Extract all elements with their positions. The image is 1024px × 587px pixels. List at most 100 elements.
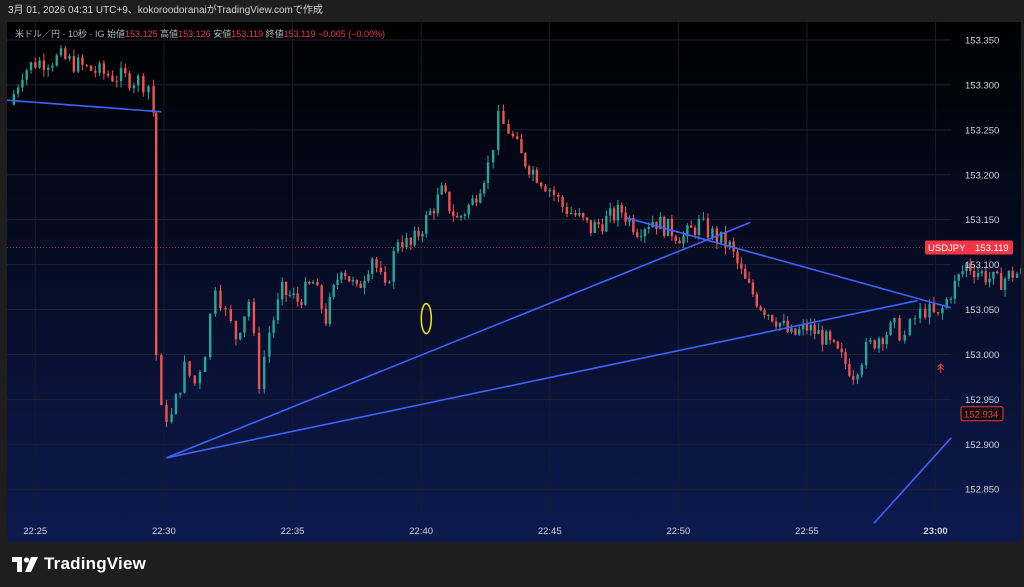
candle-body — [359, 283, 362, 289]
candle-body — [771, 314, 774, 322]
footer: TradingView — [0, 542, 1024, 587]
candle-body — [21, 79, 24, 88]
price-axis[interactable]: 153.350 153.300 153.250 153.200 153.150 153.1… — [925, 35, 1013, 496]
candle-body — [165, 405, 168, 422]
candle-body — [763, 310, 766, 315]
candle-body — [243, 316, 246, 333]
symbol-price-label: 153.119 — [975, 243, 1009, 254]
candle-body — [497, 111, 500, 150]
price-tick-label: 152.950 — [965, 395, 999, 406]
alert-arrow-icon — [937, 363, 945, 373]
candle-body — [908, 319, 912, 335]
tradingview-logo[interactable]: TradingView — [12, 554, 146, 574]
candle-body — [409, 237, 413, 245]
price-tick-label: 153.200 — [965, 170, 999, 181]
candle-body — [589, 220, 593, 233]
symbol-name-label: USDJPY — [928, 243, 966, 254]
candle-body — [467, 204, 470, 215]
candle-body — [557, 195, 560, 197]
candle-body — [601, 224, 604, 232]
candle-body — [643, 229, 647, 237]
candle-body — [98, 63, 101, 73]
candle-body — [300, 301, 303, 305]
candle-body — [527, 166, 531, 175]
candle-body — [296, 293, 299, 302]
candle-body — [953, 280, 957, 299]
chart-area[interactable]: 153.350 153.300 153.250 153.200 153.150 153.1… — [7, 22, 1021, 542]
trendlines[interactable] — [7, 99, 952, 524]
trendline — [873, 437, 952, 524]
candle-body — [491, 149, 495, 163]
time-tick-label: 22:55 — [795, 526, 819, 537]
candle-body — [569, 212, 573, 215]
candle-body — [106, 73, 110, 76]
candle-body — [840, 348, 843, 353]
candle-body — [471, 198, 474, 205]
candle-body — [924, 308, 927, 318]
price-tick-label: 153.150 — [965, 215, 999, 226]
candle-body — [203, 357, 207, 372]
candle-body — [351, 280, 355, 282]
candle-body — [612, 208, 616, 221]
candle-body — [72, 56, 76, 72]
legend-low: 153.119 — [231, 29, 264, 39]
candle-body — [996, 271, 999, 274]
candle-body — [778, 322, 782, 327]
price-tick-label: 152.850 — [965, 485, 999, 496]
candle-body — [873, 340, 876, 349]
legend-high: 153.126 — [178, 29, 211, 39]
candle-body — [747, 278, 751, 283]
candle-body — [367, 273, 370, 281]
candle-body — [371, 258, 374, 274]
candle-body — [64, 48, 67, 59]
candle-body — [877, 338, 881, 349]
candle-body — [913, 318, 917, 320]
candle-body — [459, 215, 463, 218]
trendline — [166, 299, 918, 459]
candle-body — [659, 216, 662, 230]
time-axis[interactable]: 22:25 22:30 22:35 22:40 22:45 22:50 22:55 23:00… — [23, 526, 1021, 537]
candle-body — [759, 306, 762, 311]
chart-canvas[interactable]: 153.350 153.300 153.250 153.200 153.150 153.1… — [7, 22, 1021, 542]
candle-body — [893, 318, 896, 323]
last-price-label: 152.934 — [964, 409, 998, 420]
candle-body — [392, 251, 395, 282]
tradingview-brand: TradingView — [44, 554, 147, 573]
candle-body — [881, 338, 885, 345]
candle-body — [81, 57, 84, 65]
candle-body — [142, 75, 145, 93]
candle-body — [51, 65, 54, 68]
candle-body — [383, 271, 387, 283]
candle-body — [475, 198, 478, 203]
candle-body — [239, 332, 242, 340]
candle-body — [585, 217, 589, 221]
candle-body — [531, 169, 535, 175]
candle-body — [666, 218, 670, 236]
candle-body — [320, 285, 323, 309]
candle-body — [413, 230, 416, 245]
candle-body — [682, 236, 685, 244]
candle-body — [304, 281, 307, 305]
candle-body — [229, 309, 232, 321]
candle-body — [605, 215, 608, 232]
candle-body — [548, 189, 551, 192]
candle-body — [257, 332, 261, 389]
candle-body — [999, 273, 1003, 290]
candle-body — [428, 210, 432, 215]
candle-body — [520, 138, 523, 154]
candle-body — [903, 334, 906, 341]
highlight-ellipse — [420, 302, 433, 335]
price-tick-label: 153.050 — [965, 305, 999, 316]
candle-body — [608, 208, 612, 216]
trendline — [166, 221, 751, 459]
candle-body — [42, 60, 46, 70]
candle-body — [972, 270, 976, 278]
candle-body — [363, 280, 366, 289]
candle-body — [234, 320, 238, 340]
candle-body — [928, 304, 931, 318]
candle-body — [949, 298, 953, 300]
candle-body — [263, 356, 266, 389]
candle-body — [539, 182, 543, 187]
legend-high-label: 高値 — [160, 29, 179, 39]
candle-body — [620, 204, 623, 213]
